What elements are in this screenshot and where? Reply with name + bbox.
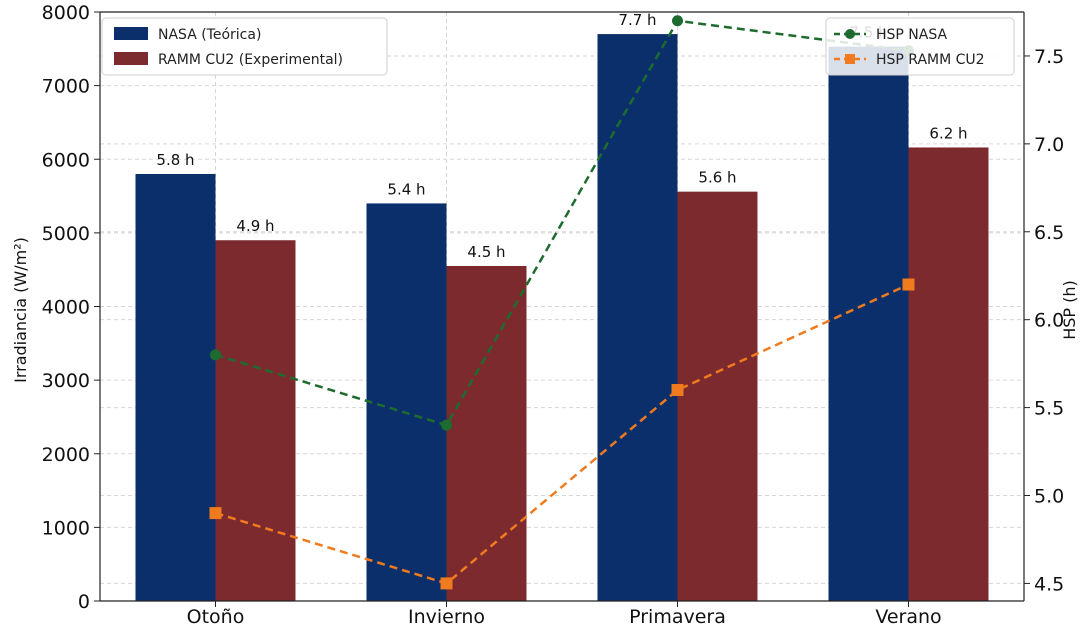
y-right-tick-label: 6.0 [1034, 310, 1064, 332]
x-tick-label: Otoño [187, 606, 245, 627]
y-right-tick-label: 4.5 [1034, 573, 1064, 595]
bar-data-label: 5.8 h [156, 151, 194, 169]
point-hsp-nasa [210, 349, 221, 361]
x-tick-label: Invierno [408, 606, 485, 627]
bar-ramm [215, 240, 296, 602]
y-tick-label: 6000 [42, 149, 90, 171]
legend-label-hsp-nasa: HSP NASA [876, 27, 948, 43]
bar-ramm [908, 147, 989, 601]
bar-data-label: 7.7 h [618, 11, 656, 29]
y-right-tick-label: 7.0 [1034, 134, 1064, 156]
legend-label-ramm: RAMM CU2 (Experimental) [158, 52, 343, 68]
bar-data-label: 5.6 h [698, 169, 736, 187]
legend-bars-frame [101, 17, 388, 76]
y-tick-label: 0 [78, 591, 90, 613]
bar-data-label: 4.5 h [467, 243, 505, 261]
bar-data-label: 5.4 h [387, 180, 425, 198]
y-tick-label: 2000 [42, 444, 90, 466]
y-tick-label: 8000 [42, 2, 90, 24]
y-tick-label: 1000 [42, 517, 90, 539]
y-axis-right-label: HSP (h) [1060, 280, 1079, 340]
y-tick-label: 5000 [42, 223, 90, 245]
legend-marker-hsp-ramm [845, 54, 855, 64]
bar-data-label: 4.9 h [236, 217, 274, 235]
bar-ramm [446, 266, 527, 601]
tick-labels: 0 1000 2000 3000 4000 5000 6000 7000 8000 4.5 5.0 5… [42, 2, 1065, 627]
y-right-tick-label: 6.5 [1034, 222, 1064, 244]
x-tick-label: Verano [875, 606, 941, 627]
point-hsp-nasa [672, 15, 683, 27]
legend-marker-hsp-nasa [845, 29, 855, 39]
y-right-tick-label: 5.0 [1034, 486, 1064, 508]
y-axis-label: Irradiancia (W/m²) [11, 237, 30, 383]
legend-label-hsp-ramm: HSP RAMM CU2 [876, 52, 985, 68]
x-tick-label: Primavera [629, 606, 726, 627]
bars [135, 34, 989, 602]
bar-data-label: 6.2 h [929, 124, 967, 142]
y-tick-label: 3000 [42, 370, 90, 392]
bar-ramm [677, 191, 758, 601]
line-hsp-ramm [215, 283, 910, 585]
legend-bars: NASA (Teórica) RAMM CU2 (Experimental) [101, 17, 388, 76]
point-hsp-ramm [902, 278, 915, 291]
point-hsp-ramm [209, 507, 222, 520]
legend-lines-frame [825, 17, 1015, 76]
axes [94, 11, 1030, 607]
bar-nasa [597, 34, 678, 601]
bar-nasa [828, 46, 909, 601]
point-hsp-ramm [671, 384, 684, 397]
point-hsp-nasa [441, 419, 452, 431]
legend-lines: HSP NASA HSP RAMM CU2 [825, 17, 1015, 76]
legend-label-nasa: NASA (Teórica) [158, 27, 261, 43]
y-right-tick-label: 5.5 [1034, 398, 1064, 420]
y-tick-label: 7000 [42, 76, 90, 98]
y-tick-label: 4000 [42, 297, 90, 319]
legend-swatch-nasa [114, 27, 148, 40]
y-right-tick-label: 7.5 [1034, 46, 1064, 68]
line-hsp-nasa [215, 19, 909, 427]
lines [209, 15, 915, 590]
bar-nasa [135, 173, 216, 601]
point-hsp-ramm [440, 577, 453, 590]
bar-nasa [366, 203, 447, 602]
legend-swatch-ramm [114, 52, 148, 65]
